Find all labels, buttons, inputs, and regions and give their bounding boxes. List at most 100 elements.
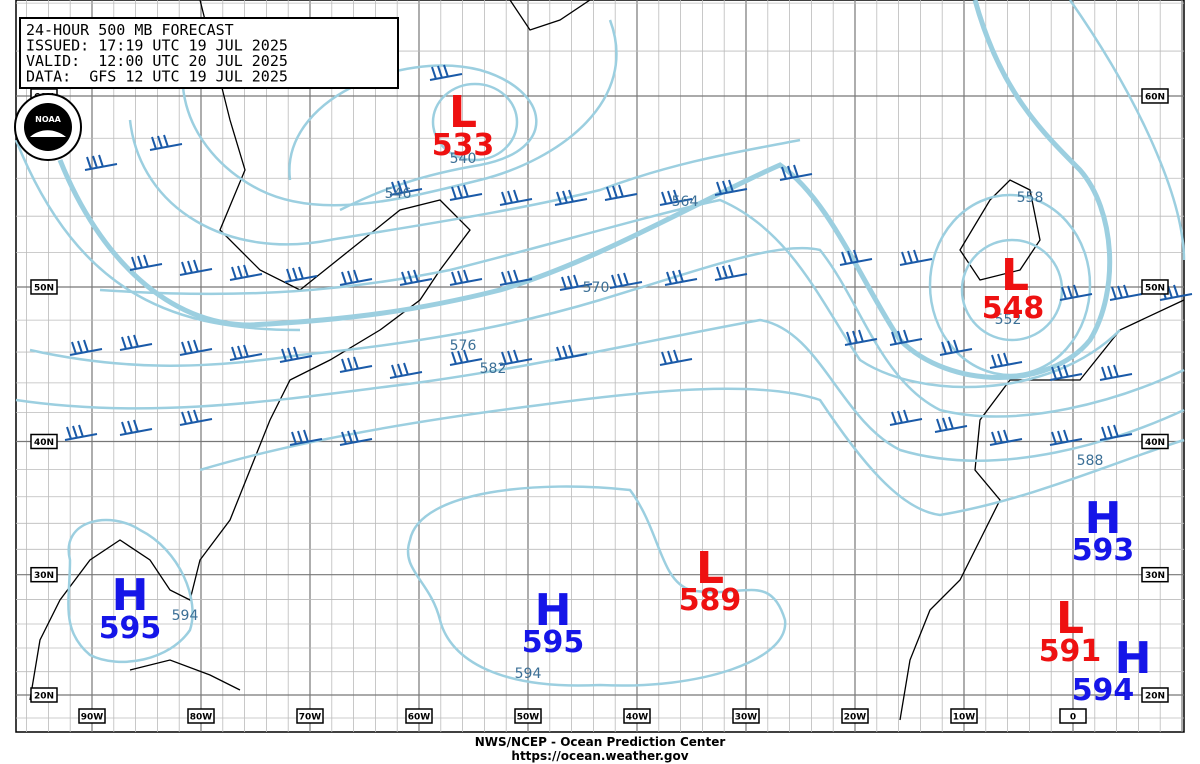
wind-barb	[889, 409, 923, 426]
lat-label: 30N	[34, 571, 54, 581]
wind-barb	[554, 189, 588, 206]
lon-label: 40W	[626, 713, 649, 723]
center-symbol: H	[1115, 633, 1152, 684]
wind-barb	[989, 352, 1023, 369]
wind-barb	[714, 264, 748, 281]
contour	[128, 119, 801, 246]
lon-label: 30W	[735, 713, 758, 723]
center-symbol: L	[449, 87, 477, 138]
contours	[14, 0, 1186, 687]
wind-barb	[399, 269, 433, 286]
wind-barb	[1099, 424, 1133, 441]
lon-label: 0	[1070, 713, 1076, 723]
wind-barb	[939, 339, 973, 356]
wind-barb	[449, 349, 483, 366]
coast-north-america	[29, 0, 471, 701]
center-value: 548	[982, 291, 1045, 326]
contour-label: 582	[480, 361, 507, 377]
wind-barb	[559, 274, 593, 291]
wind-barb	[429, 64, 463, 81]
wind-barb	[119, 419, 153, 436]
contour	[67, 518, 194, 664]
wind-barb	[1059, 284, 1093, 301]
center-value: 595	[522, 625, 585, 660]
wind-barb	[229, 344, 263, 361]
contour-label: 540	[450, 151, 477, 167]
center-symbol: H	[112, 570, 149, 621]
contour	[928, 193, 1092, 377]
wind-barb	[69, 339, 103, 356]
lat-label: 50N	[1145, 283, 1165, 293]
grid	[16, 0, 1184, 732]
lon-label: 10W	[953, 713, 976, 723]
lon-label-box	[732, 708, 760, 724]
lon-label-box	[296, 708, 324, 724]
lat-label: 20N	[1145, 692, 1165, 702]
contour	[14, 139, 301, 332]
contour-label: 552	[995, 312, 1022, 328]
coast-british-isles	[959, 179, 1041, 281]
coast-europe-africa	[899, 299, 1185, 721]
lon-label-box	[78, 708, 106, 724]
lon-label-box	[187, 708, 215, 724]
contour	[288, 64, 538, 212]
lon-label: 90W	[81, 713, 104, 723]
wind-barb	[389, 179, 423, 196]
wind-barb	[1109, 284, 1143, 301]
wind-barb	[339, 429, 373, 446]
wind-barb	[899, 249, 933, 266]
lon-label-box	[950, 708, 978, 724]
contour	[15, 318, 1185, 462]
contour-label: 570	[583, 280, 610, 296]
wind-barb	[1099, 364, 1133, 381]
contour-label: 594	[515, 666, 542, 682]
lat-label: 40N	[1145, 438, 1165, 448]
lon-label-box	[405, 708, 433, 724]
wind-barb	[659, 349, 693, 366]
center-symbol: H	[535, 585, 572, 636]
lat-label: 60N	[1145, 92, 1165, 102]
contour	[99, 198, 1121, 389]
logo-bird	[30, 130, 66, 137]
lon-label-box	[841, 708, 869, 724]
wind-barb	[64, 424, 98, 441]
header-line: 24-HOUR 500 MB FORECAST	[26, 21, 234, 39]
center-symbol: H	[1085, 493, 1122, 544]
wind-barb	[989, 429, 1023, 446]
header-line: VALID: 12:00 UTC 20 JUL 2025	[26, 52, 288, 70]
lon-label: 20W	[844, 713, 867, 723]
wind-barb	[499, 189, 533, 206]
lat-label: 40N	[34, 438, 54, 448]
contour	[431, 82, 519, 162]
wind-barb	[84, 154, 118, 171]
lat-label-box	[1141, 433, 1169, 450]
lon-label-box	[1059, 708, 1087, 724]
map-frame	[15, 0, 1185, 733]
lon-label: 80W	[190, 713, 213, 723]
center-symbol: L	[1056, 593, 1084, 644]
lat-label-box	[30, 566, 58, 583]
wind-barb	[844, 329, 878, 346]
wind-barb	[499, 269, 533, 286]
logo-text: NOAA	[35, 115, 61, 124]
wind-barb	[1049, 364, 1083, 381]
wind-barb	[179, 409, 213, 426]
contour	[29, 246, 1185, 418]
center-symbol: L	[1001, 250, 1029, 301]
lon-label: 60W	[408, 713, 431, 723]
wind-barb	[1049, 429, 1083, 446]
center-value: 595	[99, 611, 162, 646]
lat-label-box	[1141, 566, 1169, 583]
contour	[57, 0, 1113, 380]
footer-line: https://ocean.weather.gov	[511, 749, 688, 763]
wind-barb	[604, 184, 638, 201]
lat-label: 50N	[34, 283, 54, 293]
contour-label: 558	[1017, 190, 1044, 206]
center-value: 594	[1072, 673, 1135, 708]
lon-label-box	[623, 708, 651, 724]
logo-disc	[24, 103, 72, 151]
wind-barb	[339, 269, 373, 286]
wind-barb	[179, 259, 213, 276]
wind-barb	[499, 349, 533, 366]
